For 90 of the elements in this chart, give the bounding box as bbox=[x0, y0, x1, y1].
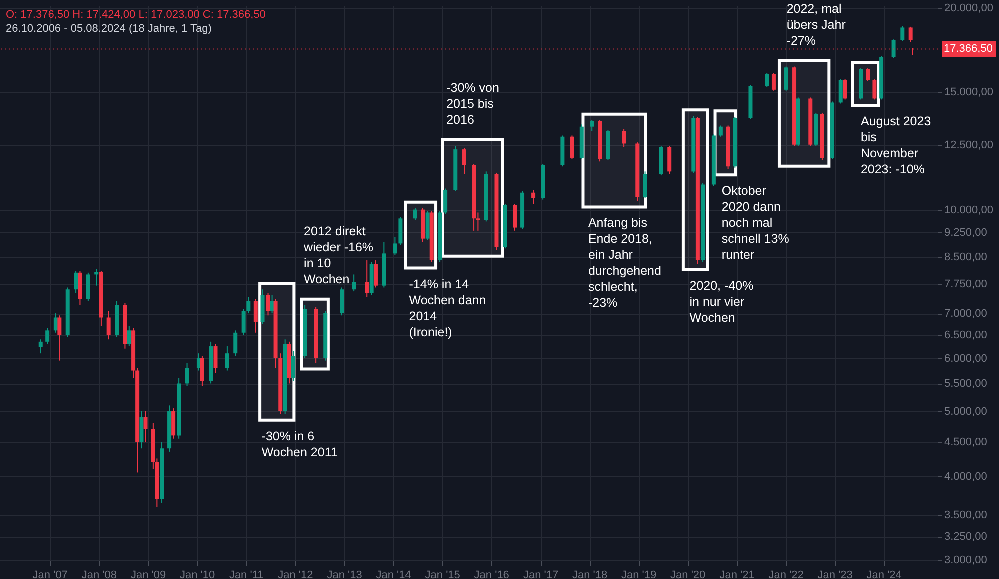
y-tick-label: 3.000,00 bbox=[944, 554, 988, 567]
y-tick-label: 6.000,00 bbox=[944, 352, 988, 365]
y-tick-label: 20.000,00 bbox=[944, 2, 994, 15]
candlestick bbox=[266, 292, 270, 316]
annotation: August 2023 bis November 2023: -10% bbox=[860, 114, 932, 177]
x-tick-label: Jan '15 bbox=[425, 570, 460, 579]
candlestick bbox=[393, 236, 398, 256]
candlestick bbox=[570, 135, 574, 160]
y-tick-label: 4.500,00 bbox=[944, 436, 988, 449]
candlestick bbox=[765, 72, 770, 88]
candlestick bbox=[643, 171, 648, 199]
candlestick bbox=[106, 310, 111, 340]
candlestick bbox=[144, 410, 148, 443]
candlestick bbox=[340, 287, 344, 316]
candlestick bbox=[866, 68, 870, 82]
x-tick-label: Jan '09 bbox=[130, 570, 166, 579]
candlestick bbox=[127, 326, 132, 348]
y-tick-label: 7.750,00 bbox=[944, 278, 988, 290]
x-tick-label: Jan '14 bbox=[376, 570, 412, 579]
y-tick-label: 6.500,00 bbox=[944, 330, 988, 342]
candlestick bbox=[242, 308, 246, 336]
x-tick-label: Jan '21 bbox=[720, 570, 755, 579]
candlestick bbox=[838, 79, 843, 104]
annotation: -30% von 2015 bis 2016 bbox=[446, 81, 500, 128]
candlestick bbox=[532, 190, 536, 205]
candlestick bbox=[214, 344, 218, 374]
x-tick-label: Jan '13 bbox=[327, 570, 362, 579]
x-tick-label: Jan '07 bbox=[32, 570, 68, 579]
y-tick-label: 8.500,00 bbox=[944, 252, 988, 264]
candlestick bbox=[843, 79, 848, 100]
y-tick-label: 9.250,00 bbox=[944, 226, 988, 239]
candlestick bbox=[254, 298, 258, 334]
candlestick bbox=[234, 330, 238, 356]
candlestick bbox=[58, 315, 62, 362]
candlestick bbox=[892, 39, 896, 59]
candlestick bbox=[185, 362, 190, 387]
y-tick-label: 12.500,00 bbox=[944, 139, 994, 152]
candlestick bbox=[38, 339, 43, 354]
y-tick-label: 5.000,00 bbox=[944, 406, 988, 418]
x-tick-label: Jan '24 bbox=[866, 570, 902, 579]
y-tick-label: 3.250,00 bbox=[944, 531, 988, 544]
candlestick bbox=[444, 188, 448, 215]
annotation: -30% in 6 Wochen 2011 bbox=[262, 429, 338, 460]
candlestick bbox=[622, 128, 626, 148]
candlestick bbox=[872, 79, 877, 100]
y-tick-label: 3.500,00 bbox=[944, 510, 988, 522]
candlestick bbox=[900, 26, 905, 42]
x-tick-label: Jan '20 bbox=[670, 570, 706, 579]
candlestick bbox=[772, 72, 776, 92]
y-tick-label: 10.000,00 bbox=[944, 204, 994, 216]
candlestick bbox=[513, 204, 518, 232]
candlestick bbox=[225, 346, 230, 372]
candlestick bbox=[94, 268, 99, 286]
ref-line-label: 17.366,50 bbox=[944, 43, 993, 56]
x-tick-label: Jan '23 bbox=[818, 570, 853, 579]
y-tick-label: 15.000,00 bbox=[944, 86, 994, 98]
annotation: Anfang bis Ende 2018, ein Jahr durchgehend schlecht, -23% bbox=[588, 216, 662, 310]
x-tick-label: Jan '22 bbox=[768, 570, 804, 579]
annotation: 2020, -40% in nur vier Wochen bbox=[690, 279, 754, 326]
x-tick-label: Jan '08 bbox=[82, 570, 117, 579]
x-tick-label: Jan '19 bbox=[622, 570, 657, 579]
text: 26.10.2006 - 05.08.2024 (18 Jahre, 1 Tag) bbox=[6, 23, 212, 35]
annotation: 2012 direkt wieder -16% in 10 Wochen bbox=[303, 224, 374, 286]
x-tick-label: Jan '12 bbox=[278, 570, 314, 579]
candlestick bbox=[718, 125, 723, 138]
candlestick bbox=[462, 148, 466, 175]
annotation: 2022, mal übers Jahr -27% bbox=[786, 2, 846, 48]
candlestick bbox=[46, 328, 50, 345]
candlestick bbox=[374, 260, 378, 288]
y-tick-label: 5.500,00 bbox=[944, 378, 988, 390]
x-tick-label: Jan '18 bbox=[572, 570, 608, 579]
annotation: Oktober 2020 dann noch mal schnell 13% runter bbox=[722, 184, 790, 262]
x-tick-label: Jan '16 bbox=[474, 570, 510, 579]
candlestick bbox=[74, 270, 78, 294]
y-tick-label: 7.000,00 bbox=[944, 308, 988, 320]
candlestick bbox=[784, 66, 788, 92]
x-tick-label: Jan '17 bbox=[523, 570, 559, 579]
candlestick bbox=[292, 350, 296, 382]
candlestick bbox=[590, 120, 594, 132]
x-tick-label: Jan '11 bbox=[229, 570, 264, 579]
candlestick bbox=[413, 208, 418, 221]
candlestick bbox=[200, 355, 204, 387]
candlestick bbox=[246, 296, 251, 314]
candlestick bbox=[908, 26, 913, 43]
x-tick-label: Jan '10 bbox=[180, 570, 216, 579]
chart-title: O: 17.376,50 H: 17.424,00 L: 17.023,00 C: 17.366,50 bbox=[6, 9, 266, 21]
candlestick bbox=[352, 274, 356, 292]
annotation: -14% in 14 Wochen dann 2014 (Ironie!) bbox=[409, 277, 486, 340]
candlestick bbox=[365, 260, 370, 298]
y-tick-label: 4.000,00 bbox=[944, 470, 988, 483]
